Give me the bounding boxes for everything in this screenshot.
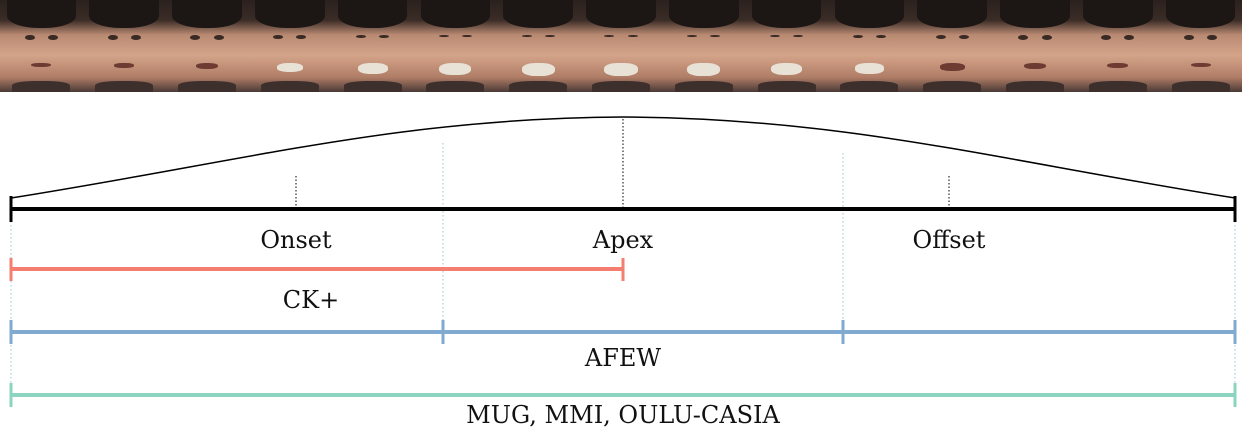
apex-label: Apex xyxy=(592,226,654,254)
face-frame xyxy=(827,0,911,92)
face-frame xyxy=(165,0,249,92)
ck-dataset-label: CK+ xyxy=(282,286,340,314)
afew-dataset-label: AFEW xyxy=(584,344,662,372)
face-frame xyxy=(993,0,1077,92)
mug-span-bar xyxy=(9,383,1237,407)
onset-label: Onset xyxy=(260,226,332,254)
ck-span-bar xyxy=(9,258,625,281)
face-frame xyxy=(579,0,663,92)
face-frame xyxy=(82,0,166,92)
face-frame xyxy=(1159,0,1242,92)
face-frame-strip xyxy=(0,0,1242,92)
face-frame xyxy=(745,0,828,92)
intensity-curve xyxy=(10,116,1236,199)
face-frame xyxy=(0,0,83,92)
face-frame xyxy=(248,0,332,92)
mug-mmi-oulu-dataset-label: MUG, MMI, OULU-CASIA xyxy=(466,401,780,429)
face-frame xyxy=(910,0,994,92)
face-frame xyxy=(496,0,580,92)
face-frame xyxy=(662,0,746,92)
afew-span-bar xyxy=(9,320,1237,344)
time-axis xyxy=(9,196,1237,222)
face-frame xyxy=(413,0,497,92)
face-frame xyxy=(331,0,414,92)
face-frame xyxy=(1076,0,1160,92)
offset-label: Offset xyxy=(912,226,986,254)
